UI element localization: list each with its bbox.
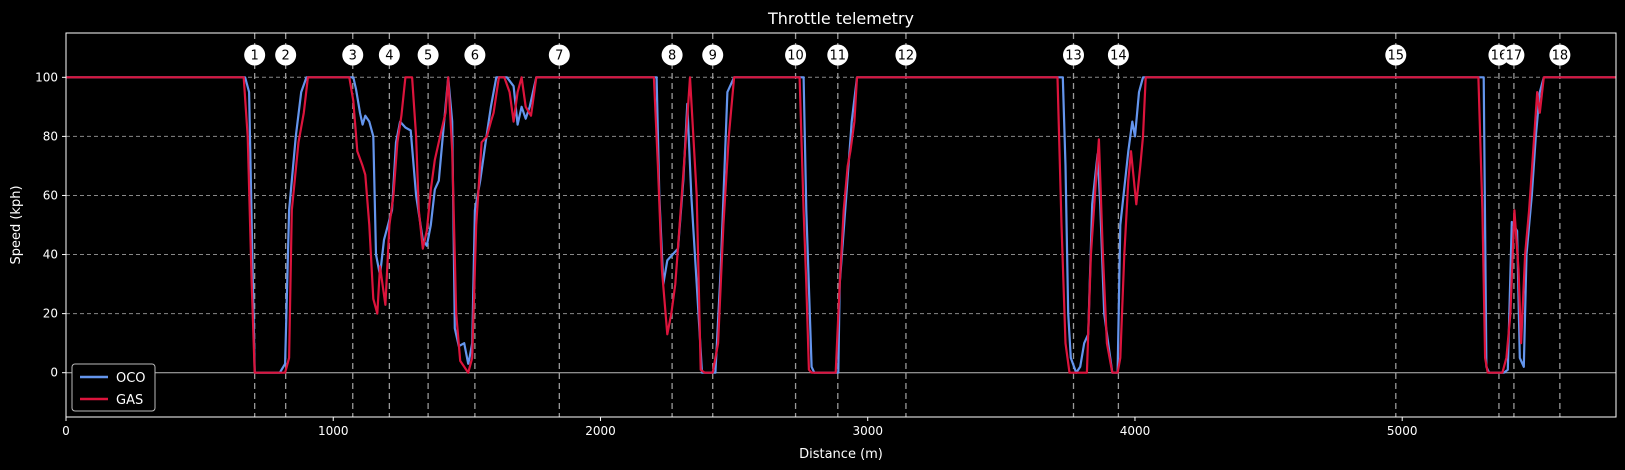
corner-marker: [275, 44, 297, 66]
corner-marker: [1107, 44, 1129, 66]
y-axis-label: Speed (kph): [9, 185, 24, 264]
corner-marker: [702, 44, 724, 66]
corner-label: 1: [251, 49, 259, 64]
corner-marker: [1488, 44, 1510, 66]
y-tick-label: 40: [43, 248, 58, 262]
corner-marker: [827, 44, 849, 66]
corner-marker: [785, 44, 807, 66]
series-line-gas: [66, 76, 1616, 374]
x-axis-label: Distance (m): [799, 447, 883, 462]
corner-label: 12: [898, 49, 915, 64]
x-tick-label: 3000: [852, 424, 883, 438]
corner-label: 9: [709, 49, 717, 64]
x-tick-label: 5000: [1387, 424, 1418, 438]
corner-label: 13: [1065, 49, 1082, 64]
corner-label: 17: [1506, 49, 1523, 64]
x-tick-label: 1000: [318, 424, 349, 438]
corner-marker: [342, 44, 364, 66]
corner-label: 5: [424, 49, 432, 64]
corner-label: 11: [830, 49, 847, 64]
x-tick-label: 0: [62, 424, 70, 438]
series-layer: [66, 76, 1616, 374]
corner-marker: [661, 44, 683, 66]
plot-frame: [65, 32, 1617, 418]
corner-label: 8: [668, 49, 676, 64]
corner-marker: [1503, 44, 1525, 66]
x-tick-label: 4000: [1120, 424, 1151, 438]
corner-marker: [895, 44, 917, 66]
corner-marker: [1549, 44, 1571, 66]
chart-title: Throttle telemetry: [767, 9, 914, 28]
corner-marker: [1385, 44, 1407, 66]
y-tick-label: 20: [43, 307, 58, 321]
corner-marker: [378, 44, 400, 66]
corner-label: 14: [1110, 49, 1127, 64]
corner-marker: [1063, 44, 1084, 66]
y-tick-label: 0: [50, 366, 58, 380]
corner-marker: [244, 44, 266, 66]
corner-label: 10: [787, 49, 804, 64]
y-tick-label: 100: [35, 70, 58, 84]
corner-label: 7: [555, 49, 563, 64]
legend-label-gas: GAS: [116, 393, 143, 408]
corner-label: 15: [1388, 49, 1405, 64]
corner-marker: [464, 44, 486, 66]
legend-label-oco: OCO: [116, 371, 146, 386]
corner-label: 18: [1552, 49, 1569, 64]
corner-label: 3: [349, 49, 357, 64]
y-tick-label: 60: [43, 188, 58, 202]
corner-label: 2: [282, 49, 290, 64]
corner-marker: [417, 44, 439, 66]
corner-label: 6: [471, 49, 479, 64]
corner-label: 16: [1491, 49, 1508, 64]
corner-marker: [548, 44, 570, 66]
corner-label: 4: [385, 49, 393, 64]
legend: OCO GAS: [71, 363, 156, 412]
y-tick-label: 80: [43, 129, 58, 143]
x-tick-label: 2000: [585, 424, 616, 438]
